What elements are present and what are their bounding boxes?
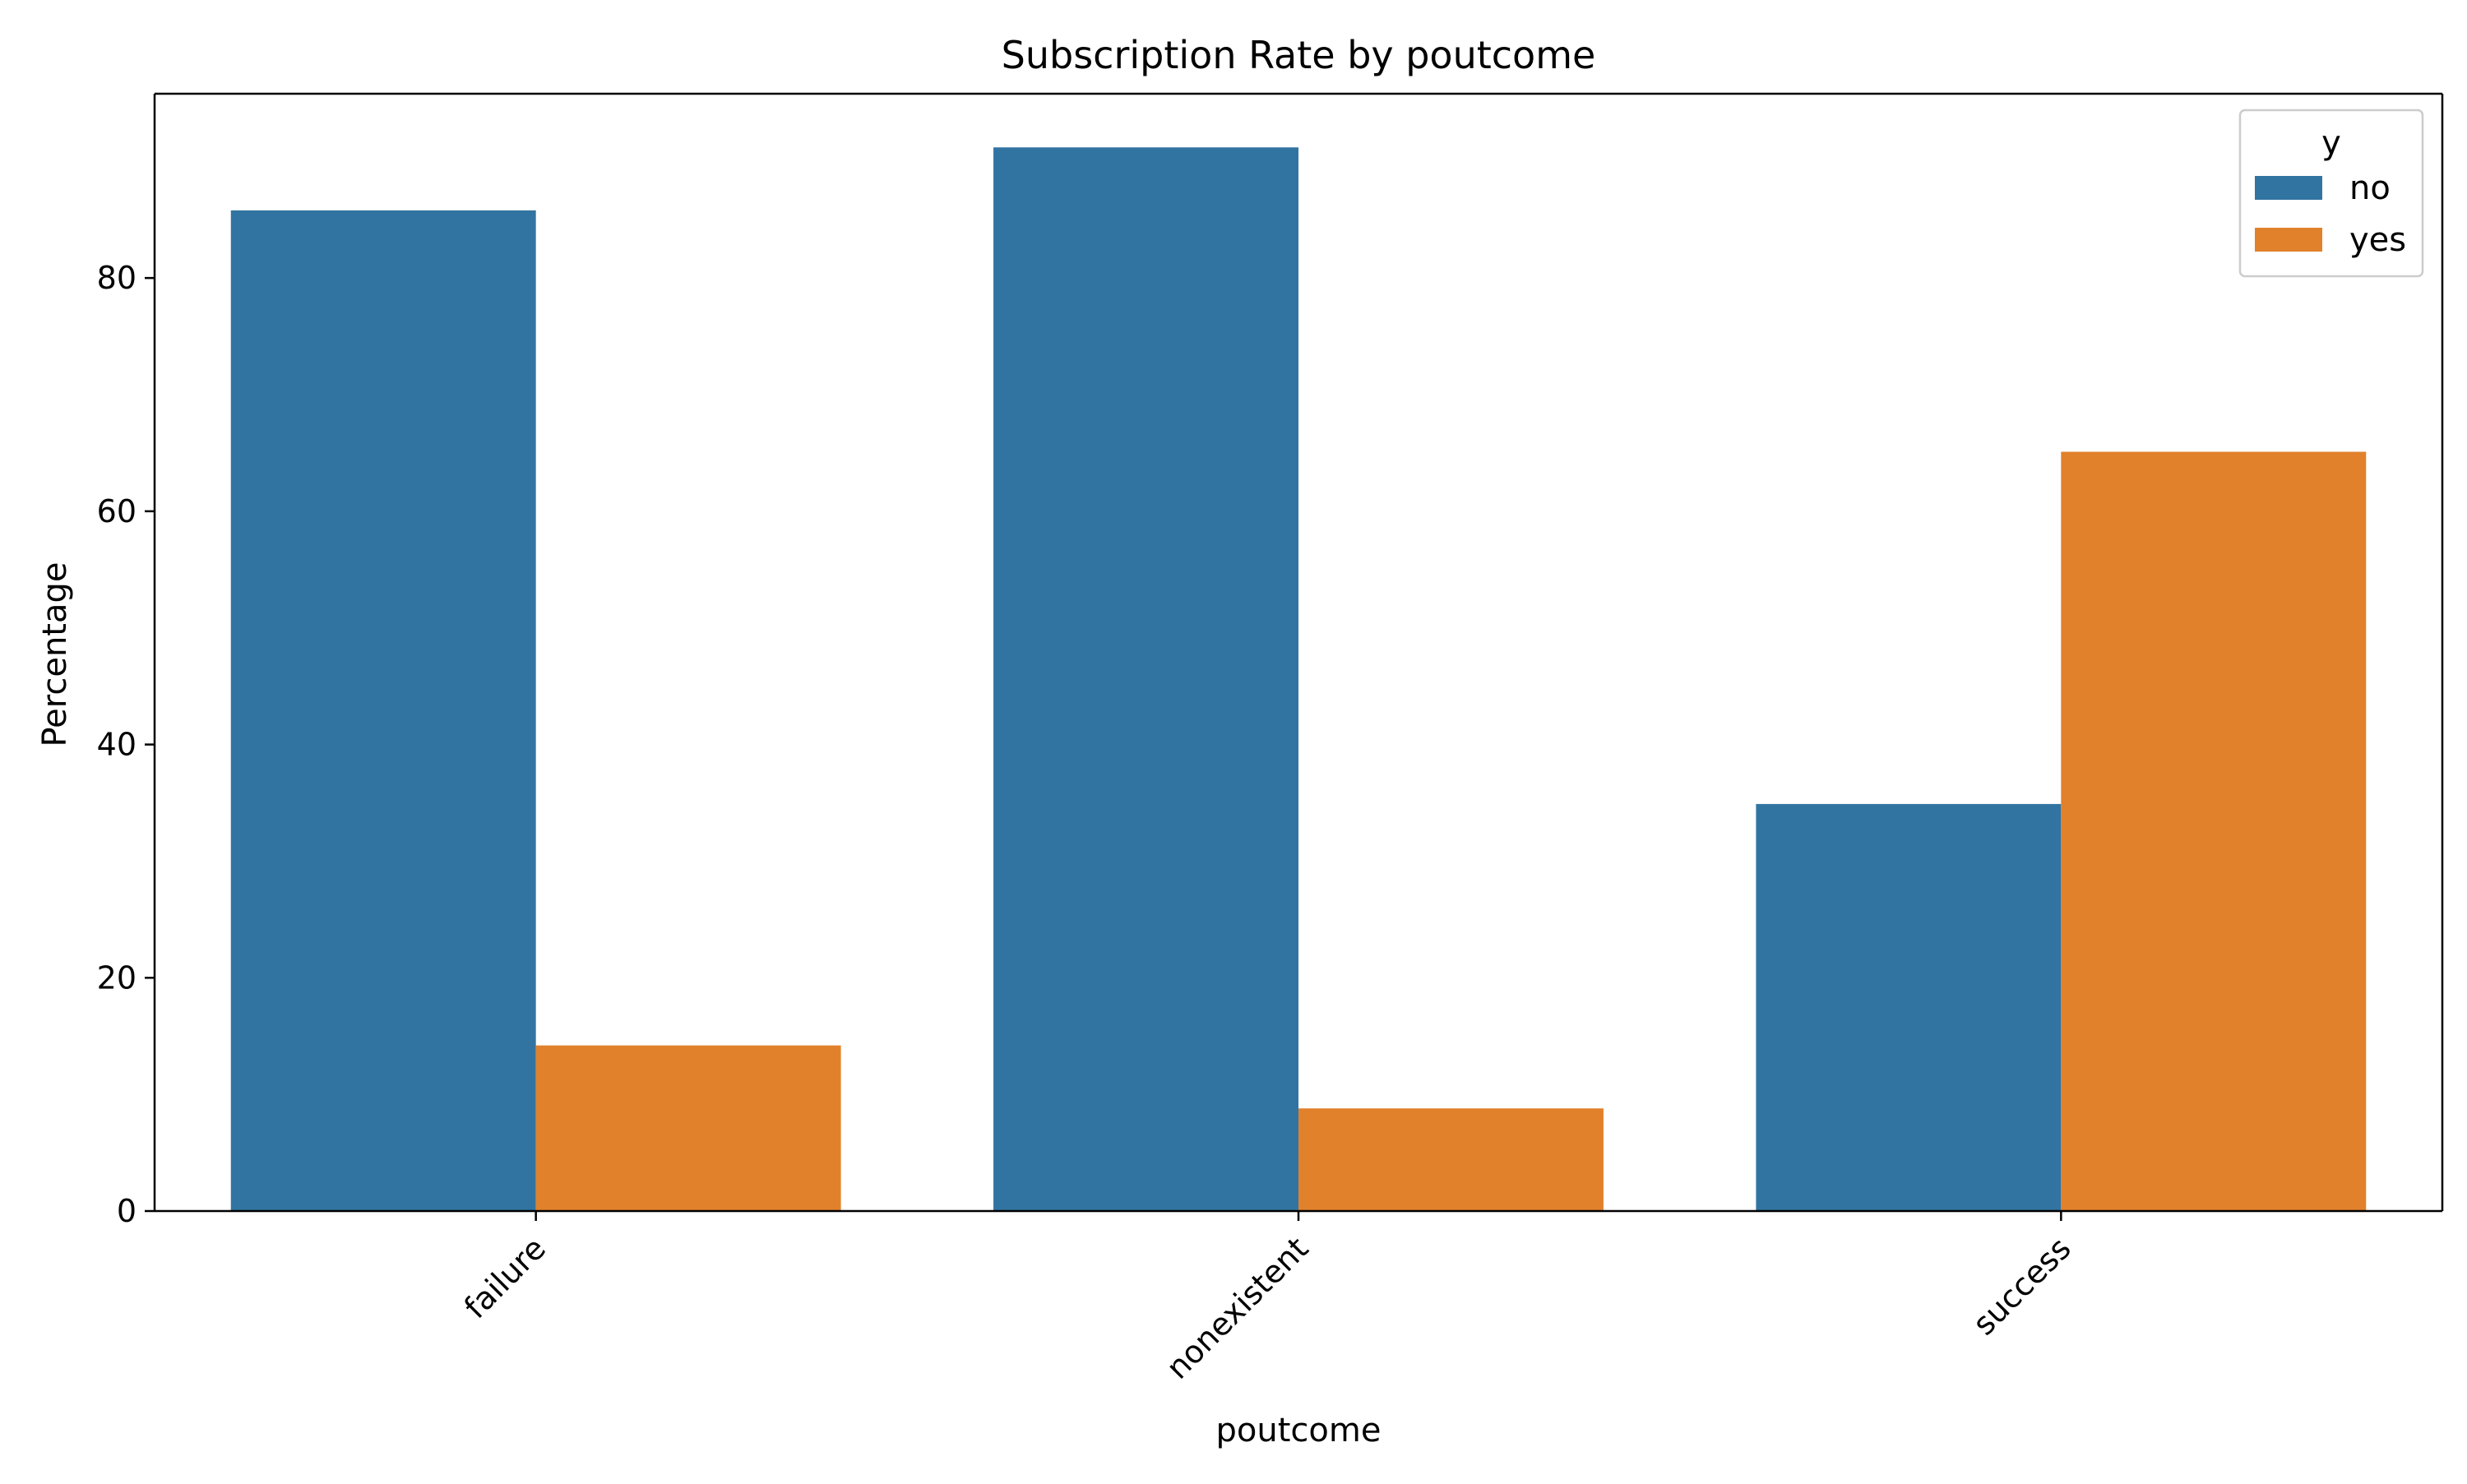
legend: yno yes	[2238, 109, 2424, 278]
y-tick-label-80: 80	[97, 260, 137, 296]
y-tick-label-40: 40	[97, 727, 137, 763]
legend-label-yes: yes	[2349, 221, 2406, 259]
bar-yes-success	[2061, 451, 2367, 1211]
y-tick-label-0: 0	[117, 1193, 137, 1229]
bar-no-nonexistent	[993, 147, 1298, 1212]
y-axis-label: Percentage	[36, 562, 74, 747]
bar-no-success	[1756, 803, 2062, 1211]
legend-swatch-no	[2255, 176, 2322, 200]
bar-yes-nonexistent	[1298, 1108, 1604, 1211]
bar-yes-failure	[535, 1045, 841, 1211]
bars	[230, 147, 2367, 1212]
y-tick-label-20: 20	[97, 959, 137, 996]
x-axis-label: poutcome	[1216, 1412, 1382, 1449]
legend-title: y	[2321, 124, 2341, 162]
y-tick-label-60: 60	[97, 493, 137, 529]
chart-title: Subscription Rate by poutcome	[1002, 33, 1596, 77]
legend-swatch-yes	[2255, 228, 2322, 252]
legend-label-no: no	[2349, 169, 2391, 207]
bar-no-failure	[230, 210, 536, 1211]
